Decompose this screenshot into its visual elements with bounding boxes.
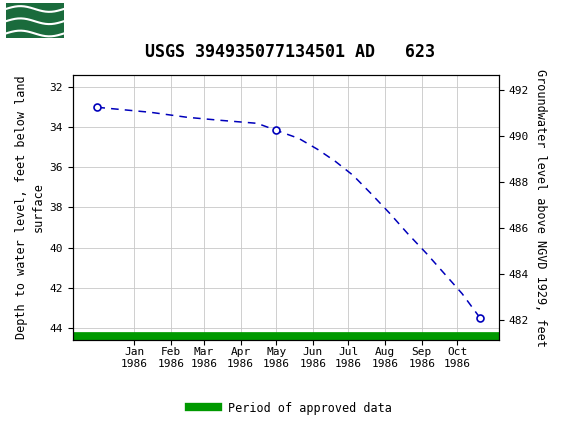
Y-axis label: Groundwater level above NGVD 1929, feet: Groundwater level above NGVD 1929, feet bbox=[534, 68, 548, 347]
Text: USGS: USGS bbox=[72, 12, 128, 29]
FancyBboxPatch shape bbox=[6, 15, 64, 28]
FancyBboxPatch shape bbox=[6, 28, 64, 37]
FancyBboxPatch shape bbox=[6, 3, 64, 15]
Legend: Period of approved data: Period of approved data bbox=[184, 397, 396, 420]
Y-axis label: Depth to water level, feet below land
surface: Depth to water level, feet below land su… bbox=[15, 76, 45, 339]
FancyBboxPatch shape bbox=[6, 3, 64, 37]
Text: USGS 394935077134501 AD   623: USGS 394935077134501 AD 623 bbox=[145, 43, 435, 61]
